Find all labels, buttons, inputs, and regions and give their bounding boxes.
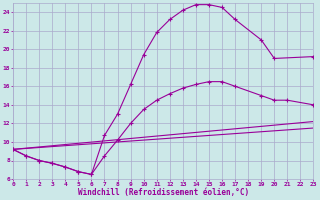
X-axis label: Windchill (Refroidissement éolien,°C): Windchill (Refroidissement éolien,°C): [78, 188, 249, 197]
